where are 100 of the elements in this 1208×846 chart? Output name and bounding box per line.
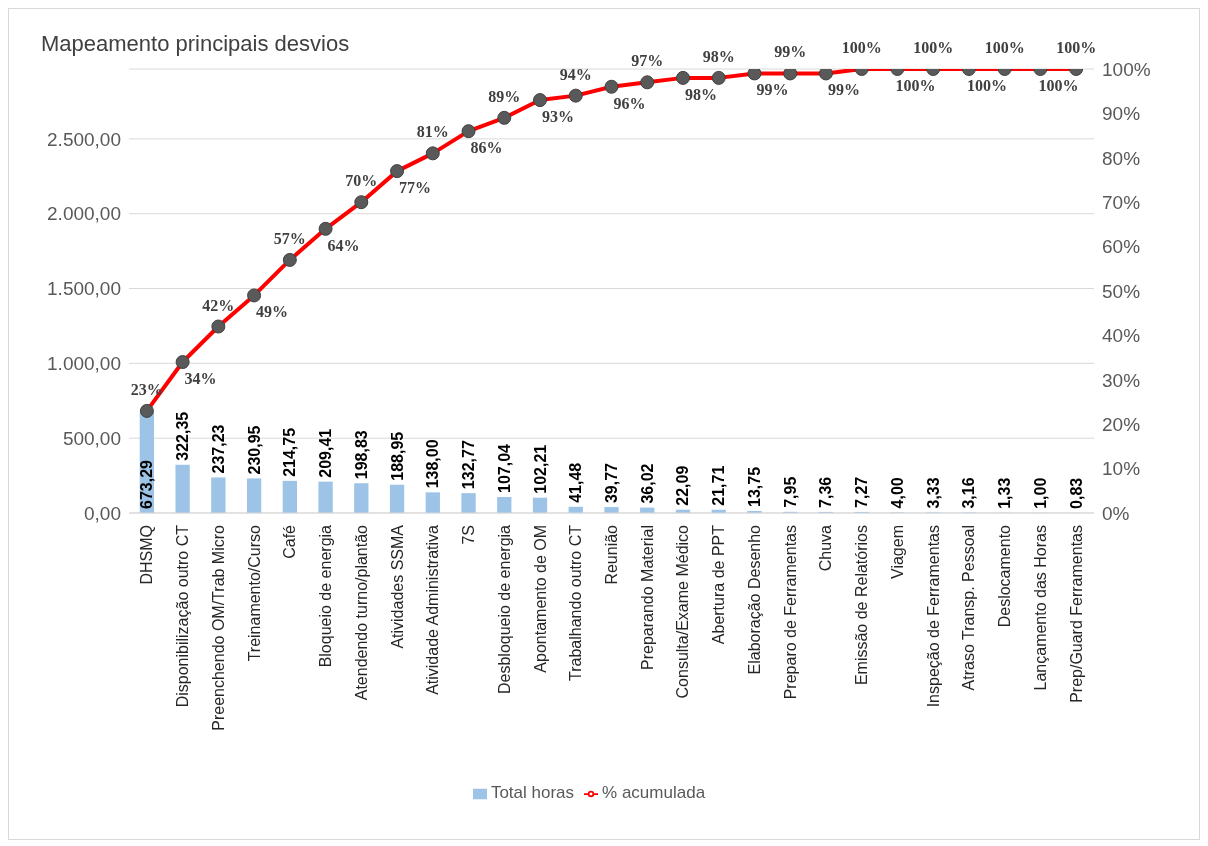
y-tick-label: 2.500,00 — [47, 128, 121, 150]
y2-tick-label: 50% — [1102, 280, 1141, 302]
data-label: 4,00 — [888, 477, 906, 509]
data-label: 209,41 — [317, 428, 335, 478]
data-label: 99% — [774, 43, 807, 61]
data-label: 132,77 — [460, 440, 478, 490]
data-label: 1,00 — [1031, 477, 1049, 509]
x-tick-label: Atividade Administrativa — [424, 524, 442, 695]
data-label: 41,48 — [567, 462, 585, 503]
data-label: 99% — [827, 81, 860, 99]
data-label: 34% — [184, 370, 217, 388]
data-label: 7,36 — [817, 476, 835, 508]
data-label: 98% — [684, 85, 717, 103]
x-tick-label: Chuva — [817, 524, 835, 572]
x-tick-label: Café — [281, 524, 299, 559]
x-tick-label: Desbloqueio de energia — [495, 524, 513, 695]
data-label: 100% — [1056, 39, 1097, 56]
data-label: 214,75 — [281, 427, 299, 477]
x-tick-label: Disponibilização outro CT — [174, 524, 192, 708]
chart-title: Mapeamento principais desvios — [41, 31, 350, 57]
data-label: 102,21 — [531, 444, 549, 494]
data-label: 3,33 — [924, 477, 942, 509]
data-label: 96% — [613, 94, 646, 112]
x-tick-label: Lançamento das Horas — [1031, 525, 1049, 691]
data-label: 39,77 — [603, 462, 620, 504]
data-label: 70% — [345, 172, 378, 190]
data-label: 3,16 — [960, 477, 978, 509]
y2-tick-label: 20% — [1102, 413, 1141, 435]
y2-tick-label: 100% — [1102, 58, 1151, 80]
data-label: 100% — [841, 39, 882, 56]
data-label: 97% — [631, 52, 664, 70]
data-label: 230,95 — [245, 425, 263, 475]
data-label: 7,95 — [781, 476, 799, 508]
data-label: 322,35 — [174, 411, 192, 461]
x-tick-label: Inspeção de Ferramentas — [924, 525, 942, 708]
x-tick-label: Viagem — [888, 525, 906, 579]
x-tick-label: Preparando Material — [638, 525, 656, 670]
data-label: 100% — [966, 77, 1007, 94]
data-label: 94% — [559, 65, 592, 83]
y-tick-label: 1.500,00 — [47, 278, 121, 300]
data-label: 98% — [702, 47, 735, 65]
data-label: 673,29 — [138, 459, 156, 509]
data-label: 22,09 — [674, 465, 692, 506]
data-label: 99% — [756, 81, 789, 99]
x-tick-label: Atraso Transp. Pessoal — [960, 525, 978, 691]
y-tick-label: 500,00 — [62, 427, 121, 449]
data-label: 64% — [327, 236, 360, 254]
data-label: 13,75 — [745, 466, 763, 507]
data-label: 57% — [273, 229, 306, 247]
x-tick-label: Emissão de Relatórios — [853, 525, 871, 686]
x-tick-label: Preenchendo OM/Trab Micro — [209, 524, 227, 731]
data-label: 198,83 — [352, 430, 370, 480]
data-label: 1,33 — [996, 477, 1014, 509]
y-tick-label: 2.000,00 — [47, 203, 121, 225]
x-tick-label: Elaboração Desenho — [745, 524, 763, 675]
y2-tick-label: 30% — [1102, 369, 1141, 391]
data-label: 100% — [913, 39, 954, 56]
data-label: 107,04 — [495, 443, 513, 493]
x-tick-label: 7S — [460, 525, 478, 545]
x-tick-label: DHSMQ — [138, 525, 156, 585]
data-label: 81% — [416, 123, 449, 141]
x-tick-label: Consulta/Exame Médico — [674, 524, 692, 699]
y2-tick-label: 40% — [1102, 325, 1141, 347]
data-label: 188,95 — [388, 431, 406, 481]
data-label: 42% — [202, 296, 235, 314]
data-label: 100% — [984, 39, 1025, 56]
data-label: 138,00 — [424, 439, 442, 489]
y2-tick-label: 10% — [1102, 458, 1141, 480]
y-tick-label: 1.000,00 — [47, 353, 121, 375]
data-label: 237,23 — [209, 424, 227, 474]
data-label: 89% — [488, 87, 521, 105]
x-tick-label: Preparo de Ferramentas — [781, 525, 799, 700]
legend-label: % acumulada — [602, 783, 706, 802]
x-tick-label: Treinamento/Curso — [245, 524, 263, 662]
data-label: 77% — [399, 179, 432, 197]
x-tick-label: Apontamento de OM — [531, 525, 549, 673]
data-label: 93% — [542, 108, 575, 126]
y2-tick-label: 60% — [1102, 236, 1141, 258]
y2-tick-label: 80% — [1102, 147, 1141, 169]
data-label: 7,27 — [853, 476, 871, 508]
y2-tick-label: 0% — [1102, 502, 1130, 524]
data-label: 86% — [470, 139, 503, 157]
data-label: 0,83 — [1067, 477, 1085, 509]
y2-tick-label: 90% — [1102, 103, 1141, 125]
data-label: 36,02 — [638, 463, 656, 504]
x-tick-label: Bloqueio de energia — [317, 524, 335, 668]
x-tick-label: Abertura de PPT — [710, 524, 728, 645]
x-tick-label: Prep/Guard Ferramentas — [1067, 525, 1085, 703]
x-tick-label: Atendendo turno/plantão — [352, 524, 370, 701]
x-tick-label: Reunião — [603, 524, 620, 585]
x-tick-label: Deslocamento — [996, 524, 1014, 628]
data-label: 21,71 — [710, 465, 728, 506]
x-tick-label: Trabalhando outro CT — [567, 524, 585, 681]
y2-tick-label: 70% — [1102, 191, 1141, 213]
data-label: 100% — [1038, 77, 1079, 94]
data-label: 100% — [895, 77, 936, 94]
x-tick-label: Atividades SSMA — [388, 524, 406, 649]
legend-label: Total horas — [490, 783, 575, 802]
y-tick-label: 0,00 — [84, 502, 121, 524]
data-label: 49% — [256, 303, 289, 321]
